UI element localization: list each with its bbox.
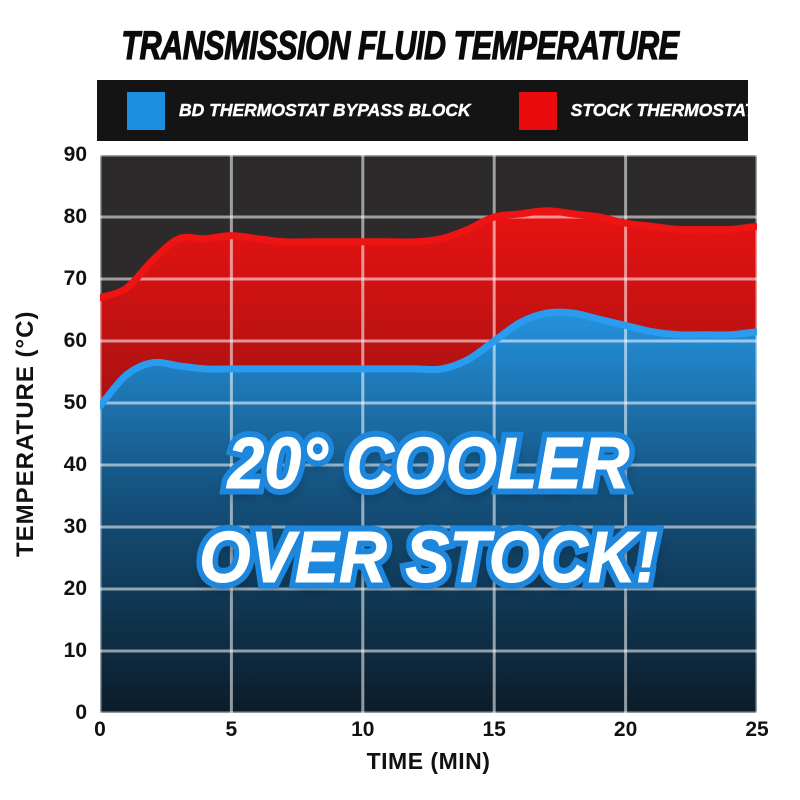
x-tick-label: 20: [613, 718, 638, 741]
legend-item-stock: STOCK THERMOSTAT: [518, 91, 756, 130]
x-tick-label: 25: [745, 718, 769, 741]
plot-area: 20° COOLER OVER STOCK!: [100, 155, 757, 713]
y-tick-label: 10: [63, 639, 87, 662]
y-axis-labels: 0 10 20 30 40 50 60 70 80 90: [0, 144, 94, 724]
overlay-line-2: OVER STOCK!: [126, 511, 730, 605]
x-tick-label: 0: [94, 718, 106, 741]
legend-swatch-bd: [127, 91, 165, 130]
y-tick-label: 50: [63, 391, 87, 414]
y-tick-label: 30: [63, 515, 87, 538]
y-tick-label: 90: [63, 143, 87, 166]
legend-swatch-stock: [518, 91, 557, 130]
legend: BD THERMOSTAT BYPASS BLOCK STOCK THERMOS…: [97, 80, 756, 141]
x-tick-label: 10: [351, 718, 375, 741]
x-axis-labels: 0 5 10 15 20 25: [94, 718, 769, 744]
x-tick-label: 5: [225, 718, 238, 741]
y-tick-label: 20: [63, 577, 87, 600]
x-tick-label: 15: [482, 718, 506, 741]
page-title: TRANSMISSION FLUID TEMPERATURE: [121, 23, 680, 68]
x-axis-title: TIME (MIN): [366, 748, 491, 774]
overlay-callout: 20° COOLER OVER STOCK!: [126, 417, 730, 605]
legend-item-bd: BD THERMOSTAT BYPASS BLOCK: [127, 91, 471, 130]
y-tick-label: 80: [63, 205, 87, 228]
legend-label-stock: STOCK THERMOSTAT: [570, 100, 756, 120]
y-tick-label: 60: [63, 329, 87, 352]
legend-label-bd: BD THERMOSTAT BYPASS BLOCK: [179, 100, 471, 120]
y-tick-label: 0: [75, 701, 87, 724]
overlay-line-1: 20° COOLER: [126, 417, 730, 511]
y-tick-label: 70: [63, 267, 87, 290]
y-tick-label: 40: [63, 453, 87, 476]
